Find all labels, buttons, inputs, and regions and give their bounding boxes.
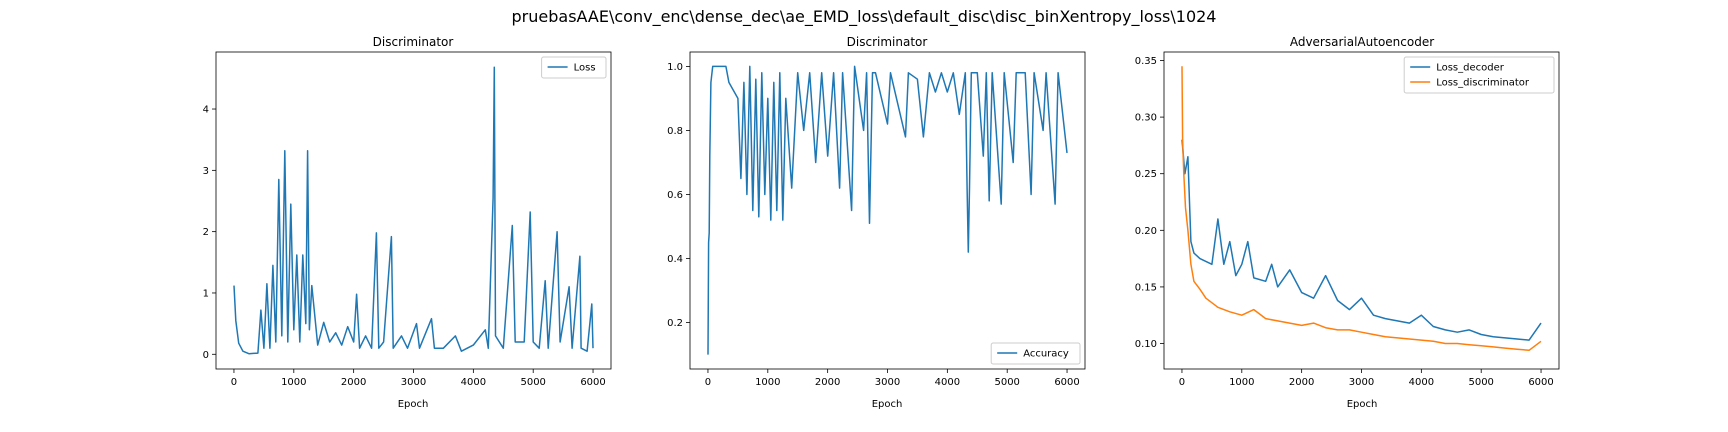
- x-tick-label: 0: [1179, 377, 1185, 388]
- plot-title: AdversarialAutoencoder: [1290, 35, 1434, 49]
- adversarial-autoencoder-plot: AdversarialAutoencoder Epoch 0 1000 2000 30…: [1135, 35, 1560, 410]
- x-tick-label: 1000: [281, 377, 306, 388]
- x-tick-label: 1000: [1229, 377, 1254, 388]
- x-tick-label: 1000: [755, 377, 780, 388]
- y-tick-label: 0.25: [1135, 169, 1157, 180]
- x-tick-label: 0: [705, 377, 711, 388]
- y-tick-label: 0.10: [1135, 339, 1157, 350]
- y-tick-label: 0.15: [1135, 282, 1157, 293]
- y-tick-label: 0: [203, 350, 209, 361]
- y-tick-label: 1: [203, 288, 209, 299]
- x-tick-label: 6000: [1054, 377, 1079, 388]
- plot-title: Discriminator: [847, 35, 928, 49]
- x-axis-label: Epoch: [1347, 399, 1378, 410]
- x-tick-label: 2000: [341, 377, 366, 388]
- x-axis-label: Epoch: [872, 399, 903, 410]
- x-tick-label: 4000: [935, 377, 960, 388]
- legend: Loss_decoder Loss_discriminator: [1403, 56, 1555, 94]
- legend-box: [1403, 56, 1555, 94]
- x-tick-label: 5000: [1468, 377, 1493, 388]
- y-tick-label: 4: [203, 105, 209, 116]
- legend-label: Loss_decoder: [1436, 63, 1505, 74]
- x-tick-label: 2000: [815, 377, 840, 388]
- legend-label: Loss: [574, 63, 596, 74]
- legend-label: Loss_discriminator: [1436, 78, 1530, 89]
- x-tick-label: 4000: [1409, 377, 1434, 388]
- legend-label: Accuracy: [1023, 349, 1069, 360]
- x-tick-label: 0: [231, 377, 237, 388]
- x-tick-label: 6000: [1528, 377, 1553, 388]
- x-tick-label: 3000: [1349, 377, 1374, 388]
- x-tick-label: 5000: [520, 377, 545, 388]
- series-line-0: [707, 65, 1068, 355]
- y-tick-label: 0.2: [667, 318, 683, 329]
- x-tick-label: 3000: [401, 377, 426, 388]
- y-tick-label: 1.0: [667, 62, 683, 73]
- legend-box: [990, 342, 1081, 365]
- discriminator-accuracy-plot: Discriminator Epoch 0 1000 2000 3000 4000 500…: [667, 35, 1086, 410]
- y-tick-label: 0.20: [1135, 226, 1157, 237]
- series-line-0: [233, 66, 594, 355]
- x-tick-label: 2000: [1289, 377, 1314, 388]
- y-tick-label: 0.6: [667, 190, 683, 201]
- plot-title: Discriminator: [373, 35, 454, 49]
- x-tick-label: 4000: [461, 377, 486, 388]
- x-tick-label: 5000: [994, 377, 1019, 388]
- series-line-0: [1181, 139, 1542, 341]
- x-axis-label: Epoch: [398, 399, 429, 410]
- y-tick-label: 0.8: [667, 126, 683, 137]
- y-tick-label: 3: [203, 166, 209, 177]
- y-tick-label: 2: [203, 227, 209, 238]
- legend: Accuracy: [990, 342, 1081, 365]
- y-tick-label: 0.35: [1135, 56, 1157, 67]
- y-tick-label: 0.30: [1135, 113, 1157, 124]
- x-tick-label: 3000: [875, 377, 900, 388]
- series-line-1: [1181, 66, 1542, 352]
- y-tick-label: 0.4: [667, 254, 683, 265]
- legend: Loss: [541, 56, 607, 79]
- x-tick-label: 6000: [580, 377, 605, 388]
- discriminator-loss-plot: Discriminator Epoch 0 1000 2000 3000 4000 500…: [203, 35, 612, 410]
- legend-box: [541, 56, 607, 79]
- figure-suptitle: pruebasAAE\conv_enc\dense_dec\ae_EMD_los…: [512, 7, 1217, 27]
